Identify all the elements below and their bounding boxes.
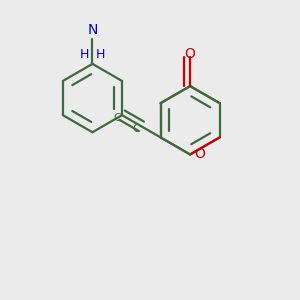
Text: C: C [132,124,140,134]
Text: O: O [194,148,205,161]
Text: H: H [96,48,106,61]
Text: O: O [185,47,196,61]
Text: C: C [113,113,121,123]
Text: N: N [87,23,98,37]
Text: H: H [80,48,89,61]
